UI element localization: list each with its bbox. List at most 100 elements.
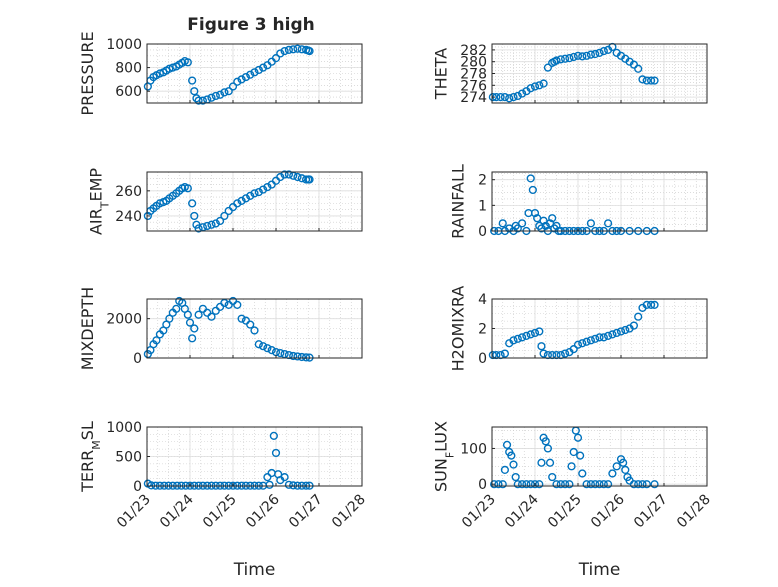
major-grid [491, 44, 708, 103]
data-point [578, 52, 587, 61]
x-tick-label: 01/24 [157, 491, 197, 531]
data-point [198, 96, 208, 105]
data-point [237, 314, 246, 323]
data-point [276, 49, 285, 58]
data-point [183, 310, 192, 319]
data-point [603, 331, 613, 340]
data-point [250, 68, 259, 77]
data-point [619, 458, 628, 467]
plot-area [147, 172, 362, 231]
data-point [608, 469, 617, 478]
y-tick-label: 2 [478, 322, 487, 338]
axes-box [146, 43, 363, 104]
axes-box [146, 171, 363, 232]
data-point [578, 469, 587, 478]
x-tick-label: 01/26 [588, 491, 628, 531]
x-tick-label: 01/25 [200, 492, 240, 532]
data-point [621, 325, 630, 335]
data-point [246, 320, 255, 329]
data-point [612, 328, 621, 338]
data-point [263, 182, 272, 192]
y-tick-label: 0 [133, 479, 142, 495]
data-point [183, 58, 192, 67]
data-point [293, 172, 302, 182]
data-point [638, 75, 647, 84]
data-point [241, 194, 251, 203]
y-tick-label: 500 [115, 450, 142, 466]
y-tick-label: 2000 [106, 312, 142, 328]
data-point [233, 300, 242, 310]
data-point [220, 88, 229, 97]
data-point [646, 76, 656, 85]
data-point [509, 92, 518, 102]
y-axis-label: H2OMIXRA [449, 286, 468, 372]
data-point [250, 189, 259, 198]
data-point [216, 90, 225, 99]
data-point [537, 458, 546, 467]
data-markers [143, 170, 314, 233]
x-axis-label: Time [578, 560, 621, 580]
data-point [280, 46, 289, 56]
data-point [241, 72, 251, 82]
data-point [543, 444, 553, 453]
plot-area [147, 44, 362, 103]
data-point [250, 326, 259, 335]
data-point [511, 472, 520, 482]
y-tick-label: 282 [460, 43, 487, 59]
data-point [582, 480, 591, 489]
figure-title: Figure 3 high [187, 15, 315, 35]
data-point [513, 334, 522, 343]
data-point [535, 81, 544, 90]
data-point [305, 46, 314, 56]
axes-box [146, 298, 363, 359]
data-point [582, 51, 591, 60]
data-point [507, 451, 516, 460]
data-point [498, 480, 507, 489]
data-point [271, 54, 281, 63]
data-point [211, 219, 220, 228]
data-point [190, 211, 199, 221]
x-tick-label: 01/27 [631, 492, 671, 532]
data-point [500, 349, 510, 358]
data-point [629, 480, 639, 489]
data-point [526, 480, 535, 489]
y-tick-label: 1 [478, 198, 487, 214]
subplot-pressure: 600 800 1000 PRESSURE [78, 31, 363, 116]
data-point [517, 219, 527, 228]
data-point [548, 472, 557, 482]
data-point [188, 76, 197, 85]
data-point [269, 431, 278, 440]
data-point [565, 480, 574, 489]
data-point [530, 82, 540, 91]
data-point [556, 55, 565, 64]
x-tick-label: 01/25 [545, 492, 585, 532]
y-tick-label: 800 [115, 61, 142, 77]
data-point [259, 63, 268, 72]
data-point [188, 334, 197, 343]
data-point [152, 336, 161, 345]
data-point [650, 480, 659, 489]
data-point [612, 462, 621, 471]
data-point [539, 79, 548, 88]
axes-box [491, 426, 708, 487]
data-point [595, 48, 604, 57]
data-point [526, 84, 535, 93]
data-point [280, 473, 289, 482]
data-point [545, 458, 555, 467]
data-point [207, 312, 216, 321]
data-point [530, 328, 540, 338]
data-point [289, 481, 298, 490]
data-point [490, 480, 499, 489]
data-point [254, 65, 263, 75]
y-tick-label: 260 [115, 184, 142, 200]
data-point [165, 314, 174, 323]
data-point [629, 321, 639, 330]
data-point [500, 465, 510, 475]
y-tick-label: 278 [460, 67, 487, 83]
data-point [496, 92, 505, 102]
data-point [528, 185, 537, 195]
data-point [293, 44, 302, 53]
